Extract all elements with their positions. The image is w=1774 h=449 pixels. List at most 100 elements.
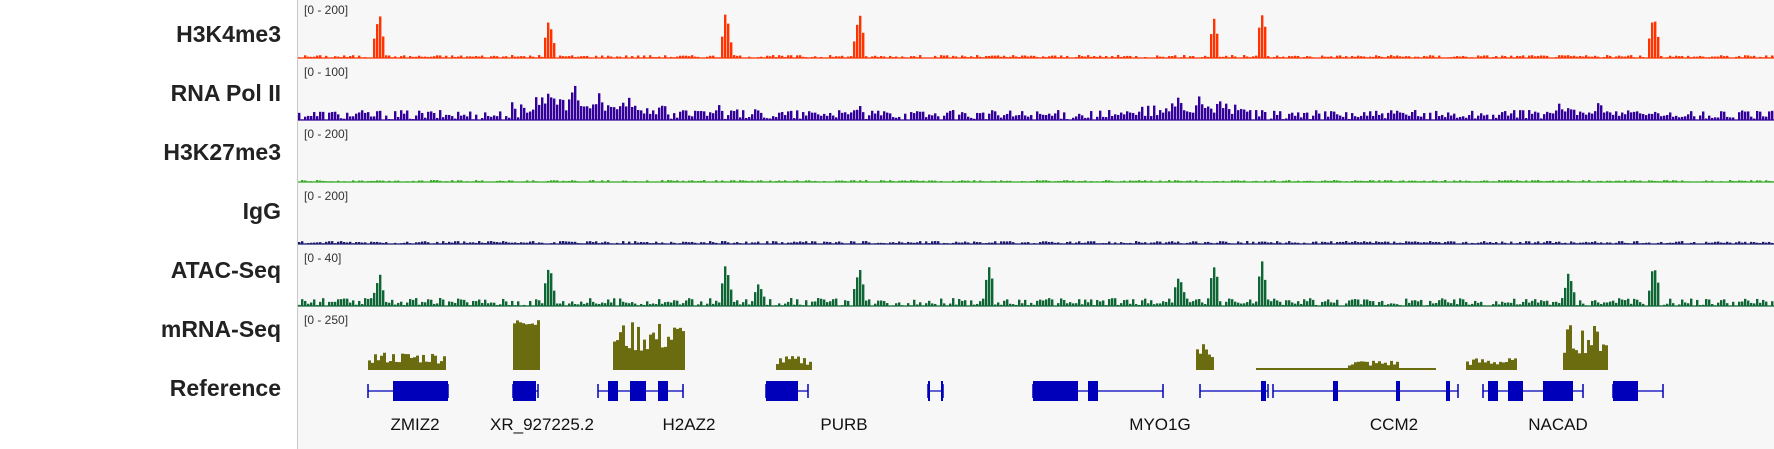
coverage-bar [434,355,437,370]
track-label-h3k27me3[interactable]: H3K27me3 [163,139,281,165]
coverage-bar [782,362,785,370]
track-label-rna-pol-ii[interactable]: RNA Pol II [170,80,281,106]
coverage-bar [955,304,958,306]
coverage-bar [1330,302,1333,306]
track-0[interactable]: [0 - 200] [298,3,1774,59]
gene-label[interactable]: XR_927225.2 [490,415,594,434]
gene-label[interactable]: MYO1G [1129,415,1190,434]
gene-label[interactable]: NACAD [1528,415,1588,434]
track-3[interactable]: [0 - 200] [298,189,1774,245]
coverage-bar [1129,55,1132,58]
track-label-igg[interactable]: IgG [242,198,281,224]
coverage-bar [709,112,712,120]
track-label-atac-seq[interactable]: ATAC-Seq [170,257,281,283]
coverage-bar [745,180,748,182]
gene-label[interactable]: CCM2 [1370,415,1418,434]
coverage-bar [622,102,625,120]
gene-model[interactable] [765,381,809,401]
gene-model[interactable] [1199,381,1269,401]
track-2[interactable]: [0 - 200] [298,127,1774,183]
coverage-bar [1537,302,1540,306]
track-5[interactable]: [0 - 250] [304,313,1608,370]
coverage-bar [1642,114,1645,120]
coverage-bar [1429,112,1432,120]
coverage-bar [694,242,697,244]
coverage-bar [1351,55,1354,58]
coverage-bar [1336,299,1339,306]
coverage-bar [1705,57,1708,58]
coverage-bar [1417,116,1420,120]
coverage-bar [1561,109,1564,120]
coverage-bar [670,339,673,370]
coverage-bar [1654,21,1657,59]
gene-label[interactable]: ZMIZ2 [390,415,439,434]
coverage-bar [1135,180,1138,182]
coverage-bar [802,242,805,244]
coverage-bar [1123,242,1126,244]
coverage-bar [1429,241,1432,244]
gene-model[interactable] [512,381,539,401]
coverage-bar [310,181,313,182]
gene-model[interactable] [367,381,449,401]
coverage-bar [976,303,979,306]
coverage-bar [535,299,538,306]
coverage-bar [700,242,703,244]
track-range-label: [0 - 250] [304,313,348,327]
gene-model[interactable] [1272,381,1459,401]
coverage-bar [1732,117,1735,120]
track-label-reference[interactable]: Reference [169,375,281,401]
coverage-bar [418,180,421,182]
gene-label[interactable]: PURB [820,415,867,434]
coverage-bar [673,57,676,58]
coverage-bar [1584,353,1587,370]
coverage-bar [1357,242,1360,244]
coverage-bar [1387,56,1390,58]
coverage-bar [1540,243,1543,244]
coverage-bar [610,56,613,58]
coverage-bar [1354,56,1357,58]
gene-model[interactable] [1482,381,1584,401]
data-panel[interactable]: [0 - 200] [0 - 100] [0 - 200] [0 - 200] [0 -… [297,0,1774,449]
coverage-bar [1705,180,1708,182]
coverage-bar [525,324,528,370]
track-label-mrna-seq[interactable]: mRNA-Seq [160,316,281,342]
coverage-bar [961,112,964,120]
coverage-bar [772,241,775,244]
coverage-bar [1579,181,1582,182]
coverage-bar [1087,302,1090,306]
coverage-bar [1354,362,1357,370]
track-1[interactable]: [0 - 100] [298,65,1774,121]
coverage-bar [346,57,349,58]
gene-model[interactable] [927,381,944,401]
coverage-bar [1420,299,1423,306]
coverage-bar [757,57,760,58]
coverage-bar [1285,118,1288,120]
coverage-bar [1675,241,1678,244]
coverage-bar [427,299,430,306]
reference-track[interactable]: ZMIZ2 XR_927225.2 H2AZ2 PURB MYO1G CCM2 NACAD [367,381,1664,434]
gene-model[interactable] [1612,381,1664,401]
coverage-bar [1213,112,1216,120]
gene-model[interactable] [597,381,684,401]
coverage-bar [1684,181,1687,182]
coverage-bar [982,181,985,182]
coverage-bar [892,181,895,182]
coverage-bar [1231,113,1234,120]
track-4[interactable]: [0 - 40] [298,251,1774,307]
coverage-bar [1324,180,1327,182]
track-label-h3k4me3[interactable]: H3K4me3 [176,21,281,47]
coverage-bar [1351,299,1354,306]
coverage-bar [556,104,559,120]
coverage-bar [415,115,418,120]
gene-label[interactable]: H2AZ2 [663,415,716,434]
coverage-bar [1759,302,1762,306]
coverage-bar [853,41,856,58]
coverage-bar [640,241,643,244]
coverage-bar [1141,106,1144,120]
coverage-bar [1384,241,1387,244]
coverage-bar [424,302,427,306]
coverage-bar [1618,298,1621,306]
gene-model[interactable] [1032,381,1164,401]
tracks-canvas[interactable]: [0 - 200] [0 - 100] [0 - 200] [0 - 200] [0 -… [298,0,1774,449]
coverage-bar [322,111,325,120]
